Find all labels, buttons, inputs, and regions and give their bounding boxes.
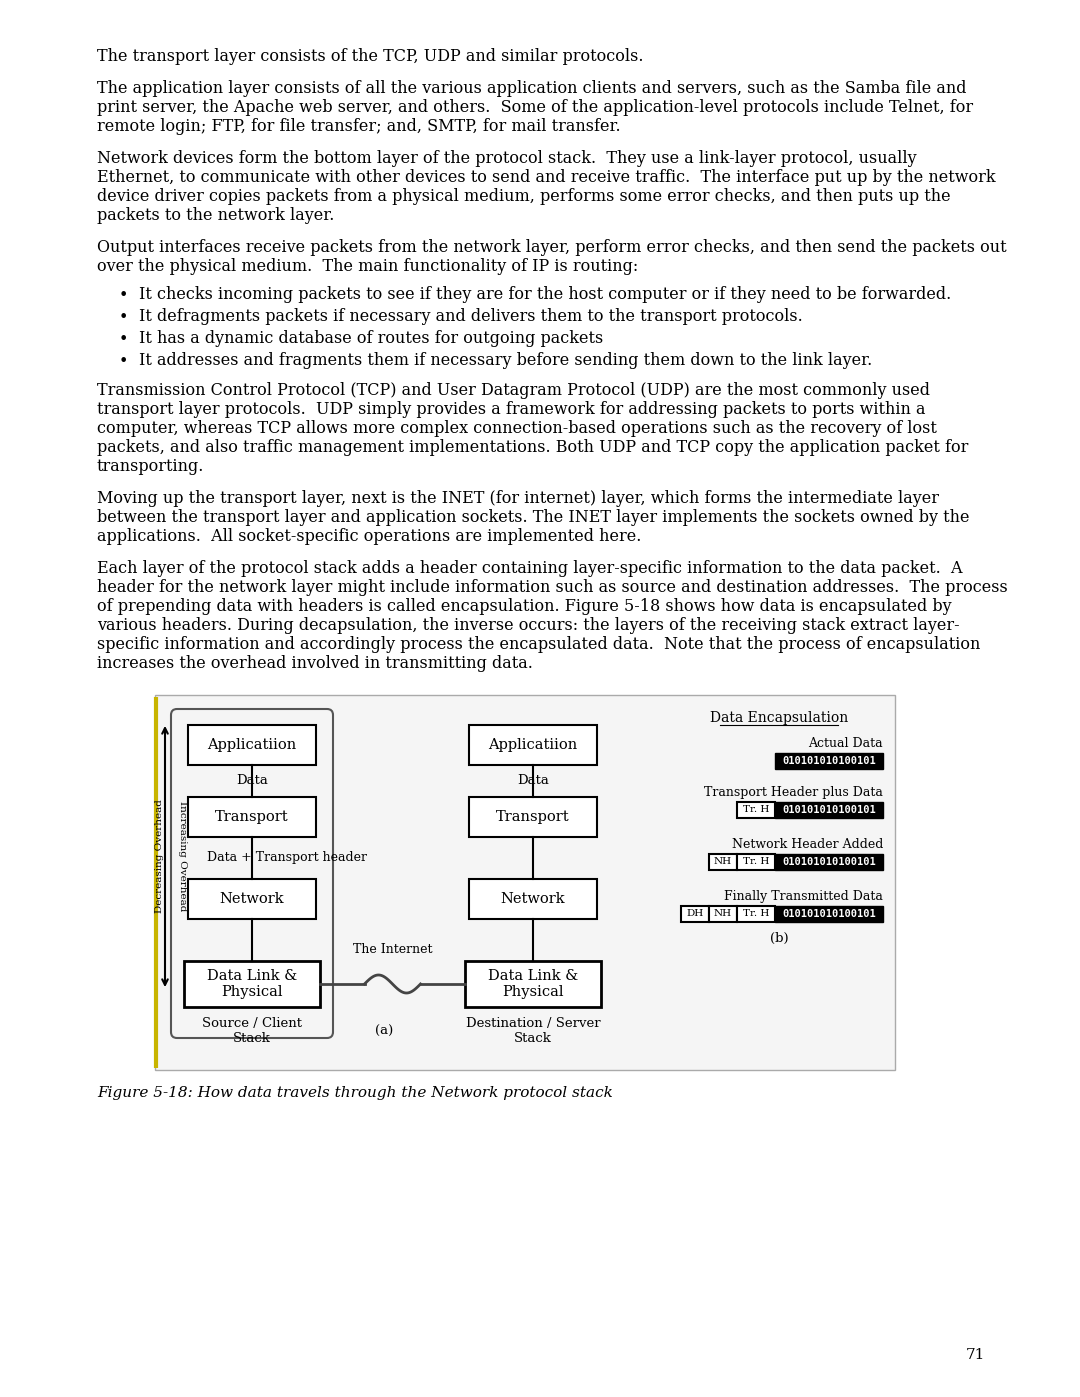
Text: Figure 5-18: How data travels through the Network protocol stack: Figure 5-18: How data travels through th… xyxy=(97,1085,612,1099)
Text: Data Encapsulation: Data Encapsulation xyxy=(710,711,848,725)
Text: 010101010100101: 010101010100101 xyxy=(782,909,876,919)
Text: •: • xyxy=(119,286,129,305)
Text: Applicatiion: Applicatiion xyxy=(488,738,578,752)
Text: Source / Client
Stack: Source / Client Stack xyxy=(202,1017,302,1045)
Bar xyxy=(188,725,316,766)
Text: various headers. During decapsulation, the inverse occurs: the layers of the rec: various headers. During decapsulation, t… xyxy=(97,617,960,634)
Text: (a): (a) xyxy=(376,1025,393,1038)
Text: Output interfaces receive packets from the network layer, perform error checks, : Output interfaces receive packets from t… xyxy=(97,239,1007,256)
Bar xyxy=(469,798,597,837)
Text: Data Link &
Physical: Data Link & Physical xyxy=(488,970,578,999)
FancyBboxPatch shape xyxy=(171,710,333,1038)
Text: Applicatiion: Applicatiion xyxy=(207,738,297,752)
Text: applications.  All socket-specific operations are implemented here.: applications. All socket-specific operat… xyxy=(97,528,642,545)
Text: DH: DH xyxy=(687,909,704,918)
Bar xyxy=(469,725,597,766)
Text: device driver copies packets from a physical medium, performs some error checks,: device driver copies packets from a phys… xyxy=(97,189,950,205)
Text: Moving up the transport layer, next is the INET (for internet) layer, which form: Moving up the transport layer, next is t… xyxy=(97,490,939,507)
Text: Data + Transport header: Data + Transport header xyxy=(207,851,367,863)
Text: It defragments packets if necessary and delivers them to the transport protocols: It defragments packets if necessary and … xyxy=(139,307,802,326)
Text: of prepending data with headers is called encapsulation. Figure 5-18 shows how d: of prepending data with headers is calle… xyxy=(97,598,951,615)
Bar xyxy=(465,961,600,1007)
Bar xyxy=(775,753,883,768)
Text: Network: Network xyxy=(219,893,284,907)
Text: Network devices form the bottom layer of the protocol stack.  They use a link-la: Network devices form the bottom layer of… xyxy=(97,149,917,168)
Text: NH: NH xyxy=(714,909,732,918)
Text: Actual Data: Actual Data xyxy=(808,738,883,750)
Text: NH: NH xyxy=(714,858,732,866)
Text: The application layer consists of all the various application clients and server: The application layer consists of all th… xyxy=(97,80,967,96)
Text: 71: 71 xyxy=(966,1348,985,1362)
Text: It has a dynamic database of routes for outgoing packets: It has a dynamic database of routes for … xyxy=(139,330,604,346)
Bar xyxy=(188,879,316,919)
Text: Finally Transmitted Data: Finally Transmitted Data xyxy=(724,890,883,902)
Text: Increasing Overhead: Increasing Overhead xyxy=(178,802,187,912)
Text: It addresses and fragments them if necessary before sending them down to the lin: It addresses and fragments them if neces… xyxy=(139,352,873,369)
Text: Transport: Transport xyxy=(496,810,570,824)
Text: packets, and also traffic management implementations. Both UDP and TCP copy the : packets, and also traffic management imp… xyxy=(97,439,969,455)
Bar xyxy=(156,694,895,1070)
Text: Transport Header plus Data: Transport Header plus Data xyxy=(704,787,883,799)
Text: computer, whereas TCP allows more complex connection-based operations such as th: computer, whereas TCP allows more comple… xyxy=(97,420,936,437)
Text: Network: Network xyxy=(501,893,565,907)
Text: between the transport layer and application sockets. The INET layer implements t: between the transport layer and applicat… xyxy=(97,509,970,527)
Text: specific information and accordingly process the encapsulated data.  Note that t: specific information and accordingly pro… xyxy=(97,636,981,652)
Text: Tr. H: Tr. H xyxy=(743,909,769,918)
Text: increases the overhead involved in transmitting data.: increases the overhead involved in trans… xyxy=(97,655,532,672)
Bar xyxy=(184,961,320,1007)
Text: Network Header Added: Network Header Added xyxy=(731,838,883,851)
Text: •: • xyxy=(119,309,129,326)
Text: The Internet: The Internet xyxy=(353,943,432,956)
Bar xyxy=(775,802,883,819)
Text: transport layer protocols.  UDP simply provides a framework for addressing packe: transport layer protocols. UDP simply pr… xyxy=(97,401,926,418)
Text: Tr. H: Tr. H xyxy=(743,858,769,866)
Text: Decreasing Overhead: Decreasing Overhead xyxy=(156,799,164,914)
Text: Destination / Server
Stack: Destination / Server Stack xyxy=(465,1017,600,1045)
Text: print server, the Apache web server, and others.  Some of the application-level : print server, the Apache web server, and… xyxy=(97,99,973,116)
Bar xyxy=(708,854,737,870)
Text: over the physical medium.  The main functionality of IP is routing:: over the physical medium. The main funct… xyxy=(97,258,638,275)
Bar xyxy=(737,854,775,870)
Text: •: • xyxy=(119,353,129,370)
Text: 010101010100101: 010101010100101 xyxy=(782,856,876,868)
Text: The transport layer consists of the TCP, UDP and similar protocols.: The transport layer consists of the TCP,… xyxy=(97,47,644,66)
Text: Transmission Control Protocol (TCP) and User Datagram Protocol (UDP) are the mos: Transmission Control Protocol (TCP) and … xyxy=(97,381,930,400)
Text: Ethernet, to communicate with other devices to send and receive traffic.  The in: Ethernet, to communicate with other devi… xyxy=(97,169,996,186)
Bar xyxy=(737,802,775,819)
Text: Data: Data xyxy=(237,774,268,787)
Text: (b): (b) xyxy=(770,932,788,944)
Text: Data: Data xyxy=(517,774,549,787)
Text: packets to the network layer.: packets to the network layer. xyxy=(97,207,335,224)
Text: It checks incoming packets to see if they are for the host computer or if they n: It checks incoming packets to see if the… xyxy=(139,286,951,303)
Text: 010101010100101: 010101010100101 xyxy=(782,756,876,766)
Text: header for the network layer might include information such as source and destin: header for the network layer might inclu… xyxy=(97,578,1008,597)
Text: •: • xyxy=(119,331,129,348)
Bar xyxy=(775,854,883,870)
Text: Each layer of the protocol stack adds a header containing layer-specific informa: Each layer of the protocol stack adds a … xyxy=(97,560,962,577)
Bar xyxy=(775,907,883,922)
Text: remote login; FTP, for file transfer; and, SMTP, for mail transfer.: remote login; FTP, for file transfer; an… xyxy=(97,117,621,136)
Text: Data Link &
Physical: Data Link & Physical xyxy=(207,970,297,999)
Bar xyxy=(681,907,708,922)
Text: transporting.: transporting. xyxy=(97,458,204,475)
Text: 010101010100101: 010101010100101 xyxy=(782,805,876,814)
Bar xyxy=(188,798,316,837)
Bar xyxy=(708,907,737,922)
Bar xyxy=(737,907,775,922)
Text: Tr. H: Tr. H xyxy=(743,806,769,814)
Bar xyxy=(469,879,597,919)
Text: Transport: Transport xyxy=(215,810,288,824)
